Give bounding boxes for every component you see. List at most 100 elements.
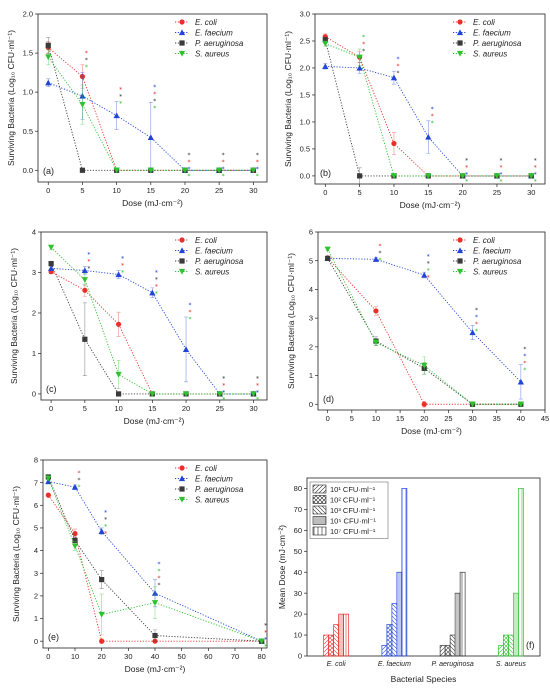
data-point xyxy=(71,543,79,550)
legend-swatch xyxy=(312,495,327,504)
significance-star: * xyxy=(222,375,225,382)
x-axis-label: Dose (mJ·cm⁻²) xyxy=(401,426,462,436)
significance-star: * xyxy=(158,568,161,575)
y-tick-label: 0 xyxy=(298,652,302,661)
legend-label: P. aeruginosa xyxy=(473,39,522,48)
bar xyxy=(401,488,408,657)
significance-star: * xyxy=(523,367,526,374)
y-tick-label: 10 xyxy=(294,631,302,640)
data-point xyxy=(322,37,328,43)
panel-label: (a) xyxy=(43,166,54,176)
bar xyxy=(459,571,466,657)
significance-star: * xyxy=(256,389,259,396)
legend-label: 10² CFU·ml⁻¹ xyxy=(330,496,376,505)
significance-star: * xyxy=(121,269,124,276)
significance-star: * xyxy=(256,152,259,159)
legend-swatch xyxy=(312,516,327,525)
series-e-faecium xyxy=(47,265,257,397)
significance-marks: **** xyxy=(465,157,468,185)
legend-label: 10⁵ CFU·ml⁻¹ xyxy=(330,517,376,526)
significance-star: * xyxy=(155,290,158,297)
data-point xyxy=(356,64,363,71)
significance-star: * xyxy=(475,328,478,335)
legend-marker xyxy=(178,50,186,57)
data-point xyxy=(99,638,105,644)
legend-label: 10³ CFU·ml⁻¹ xyxy=(330,506,376,515)
data-point xyxy=(115,391,122,397)
data-point xyxy=(324,246,331,253)
significance-star: * xyxy=(121,255,124,262)
significance-star: * xyxy=(465,157,468,164)
legend-label: 10⁷ CFU·ml⁻¹ xyxy=(330,527,376,536)
legend-marker xyxy=(456,268,464,275)
data-point xyxy=(47,244,55,251)
significance-star: * xyxy=(499,157,502,164)
y-tick-label: 0.5 xyxy=(23,127,33,136)
data-point xyxy=(459,173,466,180)
significance-star: * xyxy=(499,178,502,185)
data-point xyxy=(98,528,105,534)
legend-label: E. faecium xyxy=(473,28,511,37)
significance-star: * xyxy=(85,57,88,64)
significance-marks: **** xyxy=(153,84,156,112)
series-line xyxy=(325,43,532,177)
y-tick-label: 2 xyxy=(309,342,313,351)
y-tick-label: 40 xyxy=(294,568,302,577)
x-tick-label: 20 xyxy=(458,188,466,197)
bar xyxy=(396,571,403,657)
legend-label: P. aeruginosa xyxy=(195,39,244,48)
x-tick-label: 25 xyxy=(444,414,452,423)
y-tick-label: 7 xyxy=(34,478,38,487)
bar xyxy=(323,634,329,657)
y-tick-label: 5 xyxy=(309,256,313,265)
bar xyxy=(518,488,524,657)
data-point xyxy=(45,54,52,61)
category-label: S. aureus xyxy=(496,661,526,668)
bar xyxy=(498,645,504,657)
significance-star: * xyxy=(264,630,267,637)
data-point xyxy=(373,308,379,314)
significance-star: * xyxy=(222,152,225,159)
x-axis-label: Dose (mJ·cm⁻²) xyxy=(125,664,186,674)
significance-star: * xyxy=(378,257,381,264)
significance-star: * xyxy=(264,637,267,644)
significance-star: * xyxy=(104,509,107,516)
x-tick-label: 10 xyxy=(71,652,79,661)
significance-star: * xyxy=(256,173,259,180)
y-tick-label: 50 xyxy=(294,547,302,556)
series-line xyxy=(327,258,521,405)
data-point xyxy=(113,112,120,119)
legend-label: S. aureus xyxy=(473,49,507,58)
bar-group-p-aeruginosa xyxy=(439,571,466,657)
significance-star: * xyxy=(264,623,267,630)
series-s-aureus xyxy=(324,246,524,408)
y-tick-label: 3.0 xyxy=(300,10,310,19)
y-tick-label: 1.0 xyxy=(300,118,310,127)
legend-marker xyxy=(456,50,464,57)
significance-marks: *** xyxy=(378,243,381,264)
significance-star: * xyxy=(475,321,478,328)
significance-star: * xyxy=(155,283,158,290)
y-tick-label: 0.0 xyxy=(300,172,310,181)
plot-frame xyxy=(40,231,268,401)
bar xyxy=(391,603,398,657)
significance-star: * xyxy=(189,316,192,323)
data-point xyxy=(356,54,363,61)
legend-swatch xyxy=(312,526,327,536)
significance-star: * xyxy=(475,314,478,321)
plot-frame xyxy=(37,13,268,183)
significance-star: * xyxy=(534,178,537,185)
significance-star: * xyxy=(78,477,81,484)
legend-marker xyxy=(178,268,186,275)
legend-label: S. aureus xyxy=(195,267,229,276)
x-tick-label: 30 xyxy=(124,652,132,661)
category-label: E. faecium xyxy=(378,661,411,668)
legend-label: S. aureus xyxy=(195,495,229,504)
bar xyxy=(513,592,519,657)
legend-label: E. coli xyxy=(195,236,217,245)
y-tick-label: 0 xyxy=(34,637,38,646)
significance-star: * xyxy=(534,164,537,171)
data-point xyxy=(147,167,154,174)
series-line xyxy=(47,476,262,642)
